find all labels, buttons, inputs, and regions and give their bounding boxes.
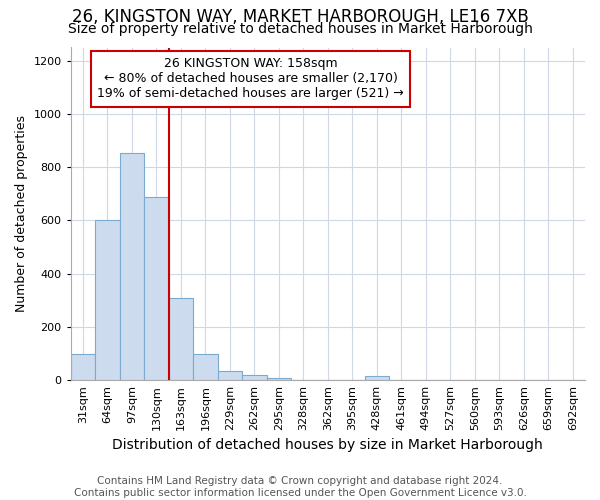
X-axis label: Distribution of detached houses by size in Market Harborough: Distribution of detached houses by size … — [112, 438, 543, 452]
Text: Size of property relative to detached houses in Market Harborough: Size of property relative to detached ho… — [68, 22, 532, 36]
Text: 26 KINGSTON WAY: 158sqm
← 80% of detached houses are smaller (2,170)
19% of semi: 26 KINGSTON WAY: 158sqm ← 80% of detache… — [97, 58, 404, 100]
Bar — [266, 378, 291, 380]
Text: 26, KINGSTON WAY, MARKET HARBOROUGH, LE16 7XB: 26, KINGSTON WAY, MARKET HARBOROUGH, LE1… — [71, 8, 529, 26]
Text: Contains HM Land Registry data © Crown copyright and database right 2024.
Contai: Contains HM Land Registry data © Crown c… — [74, 476, 526, 498]
Y-axis label: Number of detached properties: Number of detached properties — [15, 116, 28, 312]
Bar — [169, 298, 193, 380]
Bar — [365, 376, 389, 380]
Bar — [71, 354, 95, 380]
Bar — [242, 375, 266, 380]
Bar — [218, 372, 242, 380]
Bar — [95, 220, 119, 380]
Bar — [119, 152, 144, 380]
Bar — [193, 354, 218, 380]
Bar — [144, 196, 169, 380]
